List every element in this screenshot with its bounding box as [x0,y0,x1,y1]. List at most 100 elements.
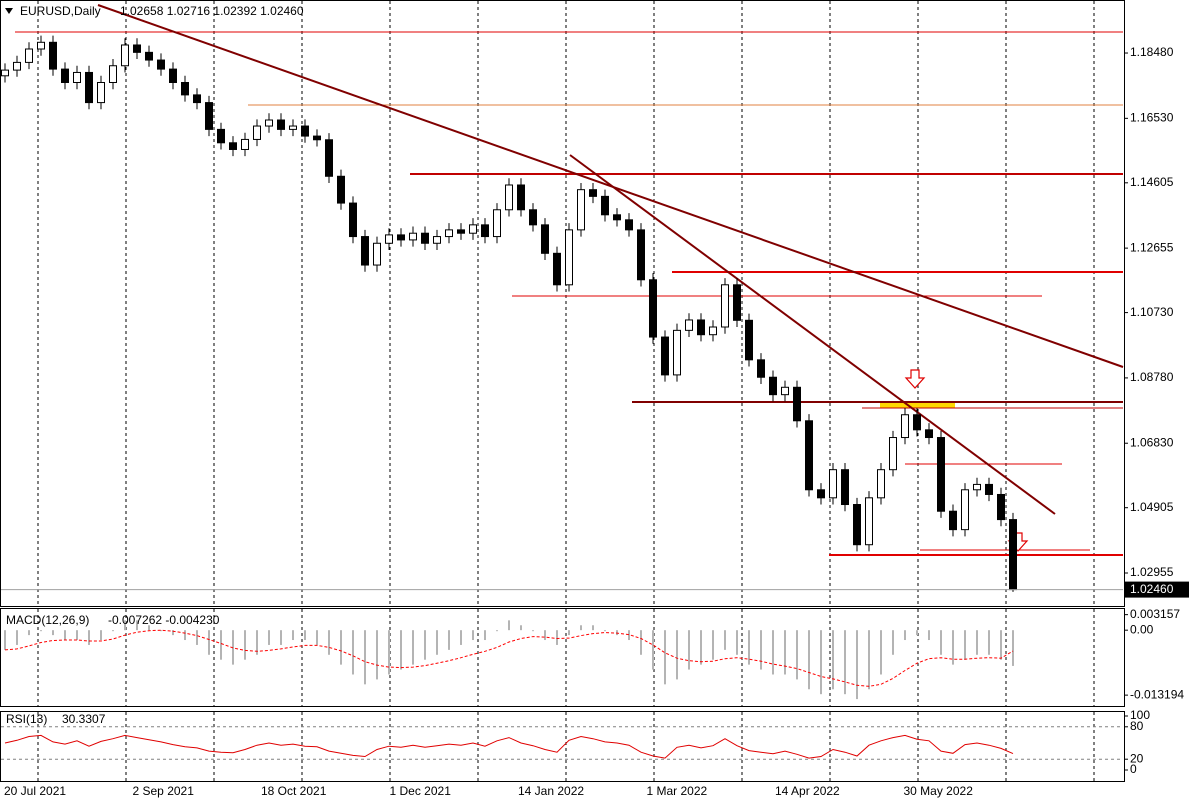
macd-bar [940,630,942,655]
candle-body [385,234,393,244]
macd-bar [628,630,630,641]
y-tick-label: 1.14605 [1130,175,1174,189]
y-tick-label: 0.003157 [1130,607,1180,621]
rsi-title: RSI(13) [6,712,47,726]
candle-body [505,184,513,211]
candle-body [181,81,189,96]
macd-bar [832,630,834,690]
candle-body [133,44,141,53]
candle-body [253,125,261,140]
macd-bar [496,630,498,632]
y-tick-label: 20 [1130,751,1144,765]
rsi-readout: 30.3307 [62,712,106,726]
candle-body [865,497,873,546]
candle-body [361,236,369,266]
macd-bar [304,630,306,641]
candle-body [301,125,309,137]
candle-body [493,209,501,238]
macd-bar [364,630,366,685]
last-price-box [1125,581,1189,598]
macd-bar [664,630,666,685]
candle-body [985,483,993,495]
candle-body [325,139,333,177]
macd-bar [112,630,114,632]
candle-body [709,326,717,336]
macd-panel-frame [0,608,1125,707]
y-tick-label: 1.16530 [1130,111,1174,125]
symbol: EURUSD,Daily [20,4,101,18]
y-tick-label: 1.06830 [1130,435,1174,449]
candle-body [961,489,969,531]
candle-body [445,229,453,238]
x-tick-label: 2 Sep 2021 [133,784,195,798]
plot-layer [1,35,1123,760]
candle-body [541,224,549,254]
macd-bar [100,630,102,641]
candle-body [481,224,489,238]
macd-bar [400,630,402,670]
candle-body [781,386,789,396]
x-tick-label: 1 Dec 2021 [390,784,452,798]
macd-bar [148,625,150,631]
macd-bar [964,630,966,660]
candle-body [745,319,753,361]
macd-bar [124,620,126,631]
rsi-panel-frame [0,711,1125,782]
macd-bar [412,630,414,665]
candle-body [217,128,225,144]
candle-body [733,284,741,321]
candle-body [805,420,813,491]
candle-body [793,386,801,422]
candle-body [193,94,201,104]
y-tick-label: 1.04905 [1130,500,1174,514]
macd-bar [484,630,486,641]
candle-body [397,234,405,241]
candle-body [289,125,297,130]
candle-body [469,224,477,234]
x-tick-label: 20 Jul 2021 [4,784,66,798]
macd-bar [712,630,714,660]
macd-bar [808,630,810,690]
candle-body [433,236,441,244]
down-arrow [904,369,926,389]
candle-body [877,469,885,499]
macd-bar [292,630,294,641]
macd-bar [868,630,870,690]
y-tick-label: 0.00 [1130,622,1154,636]
candle-body [1,69,9,77]
x-tick-label: 14 Jan 2022 [518,784,584,798]
macd-bar [904,630,906,641]
candle-body [409,232,417,241]
candle-body [973,483,981,491]
macd-bar [136,620,138,631]
candle-body [313,135,321,141]
macd-bar [604,630,606,632]
macd-bar [4,630,6,650]
vertical-grid [37,1,1095,782]
candle-body [85,71,93,104]
macd-bar [160,630,162,632]
macd-bar [268,630,270,645]
candle-body [457,229,465,234]
x-tick-label: 30 May 2022 [904,784,974,798]
macd-bar [28,630,30,636]
macd-bar [436,630,438,655]
candle-body [25,48,33,63]
y-tick-label: 100 [1130,708,1150,722]
macd-bar [700,630,702,665]
candle-body [829,469,837,499]
macd-bar [328,630,330,655]
candle-body [925,429,933,439]
macd-bar [976,630,978,655]
drawing-objects [15,4,1124,556]
y-tick-label: 1.12655 [1130,240,1174,254]
candle-body [61,68,69,83]
candle-body [13,61,21,71]
candle-body [109,65,117,83]
macd-bar [388,630,390,675]
macd-bar [688,630,690,670]
macd-bar [796,630,798,680]
macd-bar [736,630,738,655]
macd-bar [220,630,222,660]
